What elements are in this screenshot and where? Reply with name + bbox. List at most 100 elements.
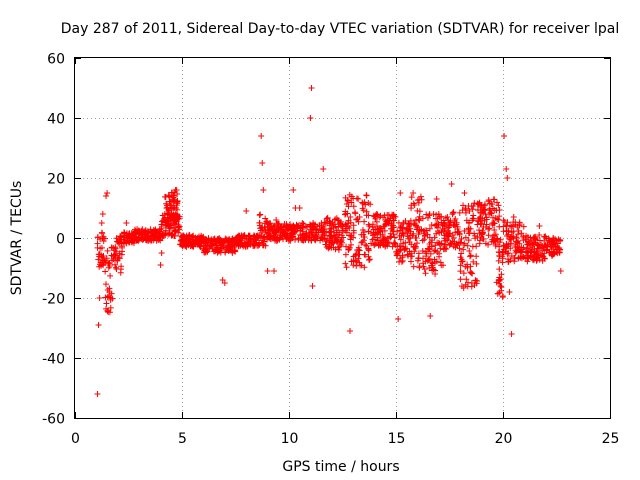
data-point (222, 249, 229, 256)
data-point (257, 211, 264, 218)
data-point (429, 259, 436, 266)
data-point (504, 219, 511, 226)
data-point (328, 234, 335, 241)
data-point (455, 228, 462, 235)
data-point (517, 249, 524, 256)
data-point (457, 262, 464, 269)
outlier-point (536, 223, 543, 229)
data-point (514, 239, 521, 246)
data-point (534, 254, 541, 261)
data-point (102, 259, 109, 266)
data-point (335, 224, 342, 231)
data-point (167, 224, 174, 231)
data-point (182, 242, 189, 249)
data-point (213, 244, 220, 251)
outlier-point (94, 391, 101, 397)
data-point (388, 233, 395, 240)
data-point (442, 215, 449, 222)
data-point (426, 212, 433, 219)
data-point (361, 264, 368, 271)
data-point (482, 223, 489, 230)
data-point (499, 294, 506, 301)
data-point (139, 226, 146, 233)
data-point (466, 248, 473, 255)
data-point (398, 232, 405, 239)
data-point (478, 202, 485, 209)
outlier-point (501, 133, 508, 139)
data-point (454, 223, 461, 230)
data-point (449, 211, 456, 218)
data-point (284, 227, 291, 234)
data-point (421, 236, 428, 243)
data-point (102, 268, 109, 275)
data-point (536, 244, 543, 251)
data-point (206, 244, 213, 251)
outlier-point (395, 316, 402, 322)
data-point (214, 249, 221, 256)
data-point (324, 215, 331, 222)
data-point (475, 207, 482, 214)
data-point (465, 225, 472, 232)
data-point (391, 234, 398, 241)
data-point (512, 243, 519, 250)
data-point (95, 256, 102, 263)
data-point (426, 265, 433, 272)
data-point (465, 202, 472, 209)
data-point (423, 211, 430, 218)
data-point (350, 257, 357, 264)
data-point (532, 236, 539, 243)
data-point (160, 231, 167, 238)
data-point (375, 229, 382, 236)
outlier-point (529, 256, 536, 262)
outlier-point (320, 166, 327, 172)
data-point (526, 240, 533, 247)
data-point (294, 225, 301, 232)
data-point (371, 236, 378, 243)
data-point (108, 290, 115, 297)
data-point (490, 214, 497, 221)
data-point (432, 247, 439, 254)
data-point (491, 232, 498, 239)
data-point (485, 241, 492, 248)
data-point (299, 220, 306, 227)
data-point (537, 251, 544, 258)
data-point (343, 229, 350, 236)
data-point (112, 245, 119, 252)
data-point (391, 217, 398, 224)
data-point (467, 263, 474, 270)
data-point (458, 250, 465, 257)
data-point (348, 193, 355, 200)
data-point (520, 223, 527, 230)
data-point (366, 256, 373, 263)
data-point (486, 207, 493, 214)
outlier-point (427, 313, 434, 319)
data-point (469, 270, 476, 277)
outlier-point (444, 214, 451, 220)
data-point (376, 214, 383, 221)
data-point (424, 214, 431, 221)
data-point (342, 251, 349, 258)
data-point (427, 250, 434, 257)
data-point (308, 232, 315, 239)
data-point (508, 240, 515, 247)
data-point (290, 222, 297, 229)
data-point (402, 226, 409, 233)
data-point (107, 304, 114, 311)
data-point (159, 234, 166, 241)
data-point (307, 224, 314, 231)
data-point (457, 276, 464, 283)
data-point (332, 246, 339, 253)
data-point (120, 234, 127, 241)
data-point (359, 226, 366, 233)
data-point (399, 254, 406, 261)
data-point (482, 201, 489, 208)
data-point (216, 235, 223, 242)
x-tick-label: 5 (178, 431, 187, 447)
data-point (342, 260, 349, 267)
data-point (168, 231, 175, 238)
data-point (527, 244, 534, 251)
data-point (495, 216, 502, 223)
outlier-point (258, 133, 265, 139)
data-point (337, 238, 344, 245)
data-point (491, 196, 498, 203)
